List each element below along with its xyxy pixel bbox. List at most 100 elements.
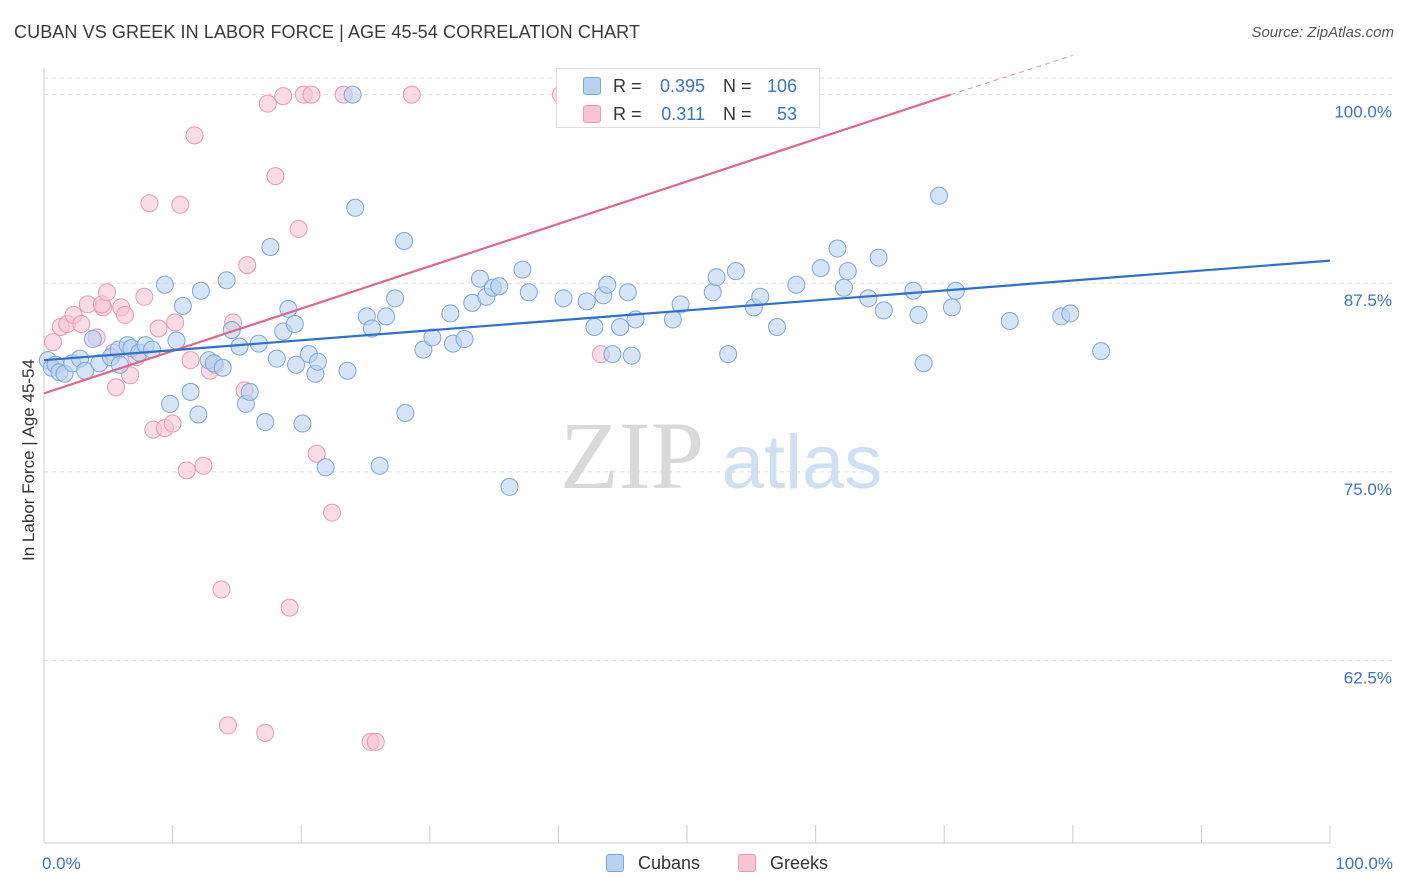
cubans-point xyxy=(828,239,847,258)
cubans-point xyxy=(703,283,722,302)
cubans-point xyxy=(768,317,787,336)
greeks-point xyxy=(258,94,277,113)
axis-layer xyxy=(43,68,1331,844)
cubans-point xyxy=(513,260,532,279)
cubans-point xyxy=(189,405,208,424)
cubans-point xyxy=(285,314,304,333)
watermark-atlas: atlas xyxy=(722,420,883,505)
watermark-zip: ZIP xyxy=(560,402,704,509)
trend-layer xyxy=(43,54,1331,395)
cubans-point xyxy=(308,352,327,371)
greeks-point xyxy=(238,256,257,275)
greeks-point xyxy=(44,333,63,352)
cubans-point xyxy=(930,186,949,205)
cubans-point xyxy=(1000,311,1019,330)
greeks-point xyxy=(163,414,182,433)
cubans-point xyxy=(167,331,186,350)
greeks-point xyxy=(181,351,200,370)
greeks-point xyxy=(289,219,308,238)
cubans-point xyxy=(455,330,474,349)
cubans-point xyxy=(470,269,489,288)
greeks-point xyxy=(302,85,321,104)
cubans-point xyxy=(217,271,236,290)
greeks-point xyxy=(194,456,213,475)
cubans-point xyxy=(181,382,200,401)
tick-label-layer: 62.5% 75.0% 87.5% 100.0% 0.0% 100.0% xyxy=(42,103,1393,873)
greeks-point xyxy=(366,732,385,751)
cubans-point xyxy=(577,292,596,311)
greeks-point xyxy=(135,287,154,306)
legend-row-greeks: R = 0.311 N = 53 xyxy=(557,100,819,128)
cubans-trend-line xyxy=(43,259,1331,362)
legend-n-value-cubans: 106 xyxy=(766,76,797,96)
cubans-point xyxy=(663,310,682,329)
legend-n-label: N = xyxy=(723,104,752,124)
cubans-point xyxy=(338,361,357,380)
watermark: ZIP atlas xyxy=(560,402,882,509)
greeks-point xyxy=(116,305,135,324)
cubans-point xyxy=(904,281,923,300)
cubans-point xyxy=(603,345,622,364)
greeks-trend-line xyxy=(43,93,951,395)
greeks-point xyxy=(256,723,275,742)
cubans-point xyxy=(83,330,102,349)
cubans-point xyxy=(787,275,806,294)
legend-n-label: N = xyxy=(723,76,752,96)
greeks-point xyxy=(98,283,117,302)
greeks-point xyxy=(171,195,190,214)
cubans-point xyxy=(598,275,617,294)
series-label-cubans: Cubans xyxy=(638,853,701,873)
series-swatch-greeks xyxy=(738,854,756,872)
grid-layer xyxy=(44,77,1392,661)
greeks-point xyxy=(177,461,196,480)
y-tick-label: 87.5% xyxy=(1344,291,1392,310)
cubans-point xyxy=(554,289,573,308)
cubans-point xyxy=(859,289,878,308)
cubans-point xyxy=(386,289,405,308)
cubans-point xyxy=(396,403,415,422)
cubans-point xyxy=(191,281,210,300)
cubans-point xyxy=(500,477,519,496)
cubans-point xyxy=(370,456,389,475)
greeks-point xyxy=(402,85,421,104)
greeks-point xyxy=(280,598,299,617)
x-tick-label-min: 0.0% xyxy=(42,854,81,873)
legend-r-value-greeks: 0.311 xyxy=(661,104,705,124)
cubans-point xyxy=(1092,342,1111,361)
cubans-point xyxy=(316,458,335,477)
cubans-point xyxy=(874,301,893,320)
cubans-point xyxy=(618,283,637,302)
cubans-point xyxy=(261,238,280,257)
greeks-point xyxy=(166,313,185,332)
cubans-point xyxy=(719,345,738,364)
cubans-point xyxy=(256,413,275,432)
cubans-point xyxy=(395,231,414,250)
cubans-point xyxy=(240,382,259,401)
cubans-point xyxy=(222,321,241,340)
y-tick-label: 75.0% xyxy=(1344,480,1392,499)
cubans-point xyxy=(377,307,396,326)
series-label-greeks: Greeks xyxy=(770,853,829,873)
greeks-point xyxy=(218,716,237,735)
cubans-point xyxy=(909,305,928,324)
legend-r-label: R = xyxy=(613,104,642,124)
cubans-point xyxy=(293,414,312,433)
cubans-point xyxy=(155,275,174,294)
y-tick-label: 100.0% xyxy=(1334,103,1392,122)
series-swatch-cubans xyxy=(606,854,624,872)
cubans-point xyxy=(213,358,232,377)
greeks-point xyxy=(307,444,326,463)
greeks-point xyxy=(274,87,293,106)
cubans-point xyxy=(942,298,961,317)
cubans-point xyxy=(811,259,830,278)
cubans-point xyxy=(622,346,641,365)
legend-swatch-greeks xyxy=(583,105,601,123)
greeks-point xyxy=(149,319,168,338)
cubans-point xyxy=(611,317,630,336)
greeks-trend-extension xyxy=(950,54,1073,96)
cubans-point xyxy=(869,248,888,267)
cubans-point xyxy=(362,319,381,338)
greeks-point xyxy=(185,126,204,145)
cubans-point xyxy=(838,262,857,281)
